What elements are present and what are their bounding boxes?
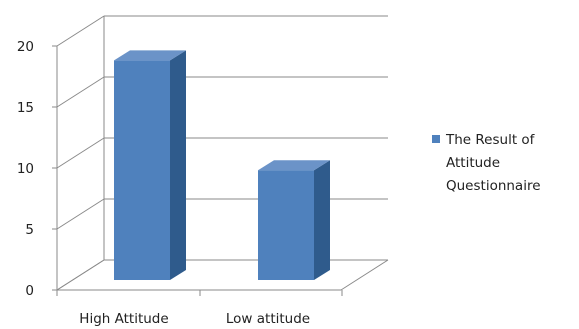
x-axis-ticks: High Attitude Low attitude: [56, 290, 343, 327]
gridline: [56, 15, 388, 47]
gridline: [56, 76, 388, 108]
bar: [114, 50, 186, 281]
y-tick-label: 20: [17, 39, 34, 55]
y-axis-ticks: 0 5 10 15 20: [17, 39, 57, 299]
gridline: [56, 198, 388, 230]
y-tick-label: 5: [25, 222, 34, 238]
gridlines: [56, 15, 388, 291]
y-tick-label: 0: [25, 283, 34, 299]
gridline: [56, 137, 388, 169]
x-tick-label: High Attitude: [79, 311, 168, 327]
y-tick-label: 15: [17, 100, 34, 116]
x-tick-label: Low attitude: [226, 311, 310, 327]
legend-swatch: [432, 135, 440, 143]
bars: [114, 50, 330, 281]
gridline: [56, 259, 388, 291]
legend-label: The Result of Attitude Questionnaire: [446, 132, 541, 194]
y-tick-label: 10: [17, 161, 34, 177]
chart-walls: [56, 16, 389, 291]
bar: [258, 160, 330, 280]
